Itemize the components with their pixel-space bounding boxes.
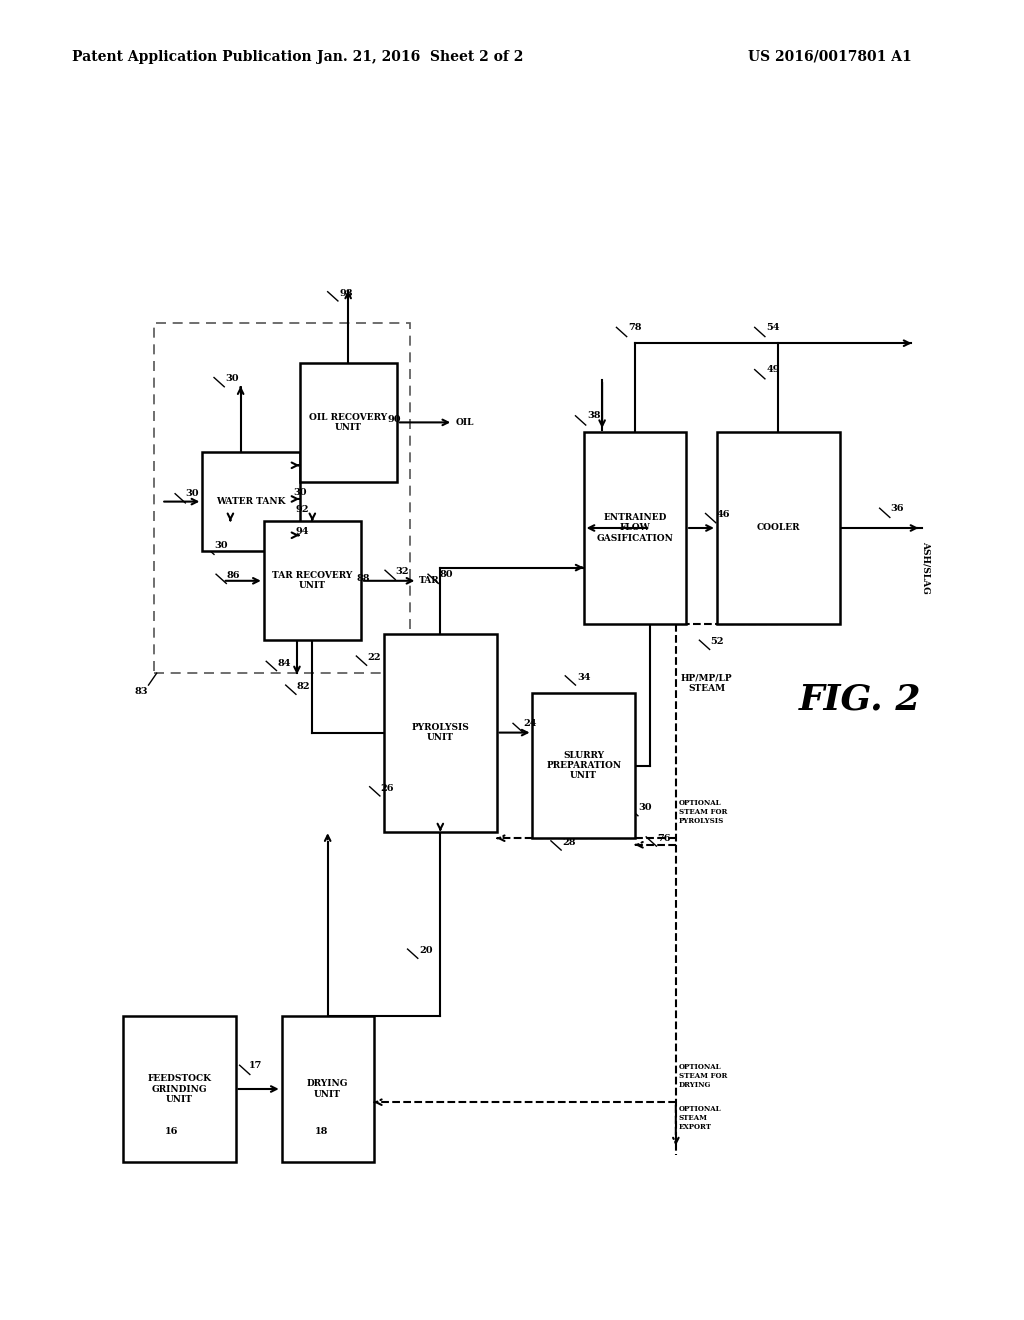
Text: 94: 94: [295, 528, 309, 536]
Bar: [384, 634, 497, 832]
Text: 82: 82: [296, 682, 310, 690]
Text: 36: 36: [890, 504, 904, 512]
Text: HP/MP/LP
STEAM: HP/MP/LP STEAM: [681, 673, 732, 693]
Text: FEEDSTOCK
GRINDING
UNIT: FEEDSTOCK GRINDING UNIT: [147, 1074, 211, 1104]
Text: 20: 20: [419, 946, 433, 954]
Text: 26: 26: [380, 784, 394, 792]
Text: OIL: OIL: [455, 418, 474, 426]
Text: 22: 22: [367, 653, 381, 661]
Text: 88: 88: [356, 574, 371, 582]
Bar: [300, 363, 397, 482]
Text: 30: 30: [293, 488, 307, 496]
Text: ASH/SLAG: ASH/SLAG: [922, 541, 931, 594]
Text: 80: 80: [439, 570, 454, 578]
Bar: [123, 1016, 236, 1162]
Text: 30: 30: [214, 541, 228, 549]
Text: 49: 49: [766, 366, 780, 374]
Text: OIL RECOVERY
UNIT: OIL RECOVERY UNIT: [309, 413, 387, 432]
Text: 92: 92: [295, 506, 309, 513]
Text: US 2016/0017801 A1: US 2016/0017801 A1: [748, 50, 911, 63]
Bar: [717, 433, 840, 624]
Bar: [203, 453, 299, 552]
Text: FIG. 2: FIG. 2: [799, 682, 922, 717]
Text: 84: 84: [278, 660, 292, 668]
Text: 54: 54: [766, 323, 780, 331]
Text: SLURRY
PREPARATION
UNIT: SLURRY PREPARATION UNIT: [546, 751, 622, 780]
Text: 38: 38: [587, 412, 601, 420]
Text: 24: 24: [523, 719, 538, 727]
Text: 78: 78: [628, 323, 642, 331]
Text: DRYING
UNIT: DRYING UNIT: [307, 1080, 348, 1098]
Text: 86: 86: [226, 572, 241, 579]
Text: 18: 18: [314, 1127, 329, 1135]
Text: 34: 34: [577, 673, 591, 681]
Text: 32: 32: [395, 568, 410, 576]
Text: 98: 98: [339, 289, 353, 297]
Text: 46: 46: [716, 511, 730, 519]
Bar: [264, 521, 361, 640]
Text: OPTIONAL
STEAM FOR
PYROLYSIS: OPTIONAL STEAM FOR PYROLYSIS: [679, 799, 727, 825]
Text: TAR: TAR: [420, 577, 440, 585]
Text: 76: 76: [656, 834, 671, 842]
Text: 16: 16: [165, 1127, 179, 1135]
Text: 30: 30: [185, 490, 200, 498]
Text: 30: 30: [638, 804, 652, 812]
Text: Jan. 21, 2016  Sheet 2 of 2: Jan. 21, 2016 Sheet 2 of 2: [316, 50, 523, 63]
Text: 83: 83: [134, 688, 148, 696]
Text: OPTIONAL
STEAM
EXPORT: OPTIONAL STEAM EXPORT: [679, 1105, 722, 1131]
Bar: [282, 1016, 374, 1162]
Text: COOLER: COOLER: [757, 524, 800, 532]
Text: TAR RECOVERY
UNIT: TAR RECOVERY UNIT: [272, 572, 352, 590]
Bar: [154, 323, 410, 673]
Text: Patent Application Publication: Patent Application Publication: [72, 50, 311, 63]
Text: ENTRAINED
FLOW
GASIFICATION: ENTRAINED FLOW GASIFICATION: [596, 513, 674, 543]
Text: 30: 30: [225, 375, 240, 383]
Bar: [584, 433, 686, 624]
Text: 52: 52: [710, 638, 724, 645]
Text: OPTIONAL
STEAM FOR
DRYING: OPTIONAL STEAM FOR DRYING: [679, 1063, 727, 1089]
Text: 17: 17: [249, 1061, 263, 1069]
Text: PYROLYSIS
UNIT: PYROLYSIS UNIT: [412, 723, 469, 742]
Text: 28: 28: [562, 838, 577, 846]
Bar: [532, 693, 635, 838]
Text: WATER TANK: WATER TANK: [216, 498, 286, 506]
Text: 90: 90: [387, 416, 401, 424]
